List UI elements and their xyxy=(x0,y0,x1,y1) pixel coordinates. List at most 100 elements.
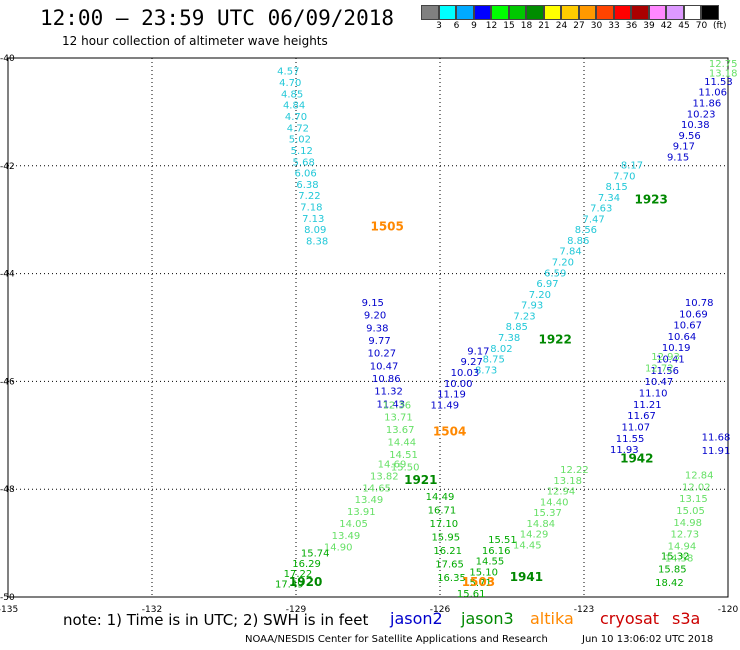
swh-value-label: 14.44 xyxy=(388,438,417,449)
swh-value-label: 10.27 xyxy=(368,349,397,360)
swh-value-label: 7.70 xyxy=(613,171,635,182)
swh-value-label: 8.17 xyxy=(621,160,643,171)
pass-number-label: 1921 xyxy=(404,473,437,487)
latitude-tick-label: -50 xyxy=(0,593,15,603)
swh-value-label: 17.49 xyxy=(275,579,304,590)
swh-value-label: 15.74 xyxy=(301,549,330,560)
legend-swatch xyxy=(578,5,596,20)
swh-value-label: 12.72 xyxy=(645,364,674,375)
satellite-legend-cryosat: cryosat xyxy=(600,609,660,628)
legend-swatch xyxy=(613,5,631,20)
legend-swatch xyxy=(683,5,701,20)
swh-value-label: 12.93 xyxy=(651,352,680,363)
swh-value-label: 7.84 xyxy=(559,247,581,258)
swh-value-label: 11.10 xyxy=(639,388,668,399)
swh-value-label: 7.93 xyxy=(521,301,543,312)
swh-value-label: 5.12 xyxy=(291,146,313,157)
swh-value-label: 12.84 xyxy=(685,470,714,481)
swh-value-label: 13.15 xyxy=(679,494,708,505)
swh-value-label: 11.56 xyxy=(650,366,679,377)
legend-swatch xyxy=(508,5,526,20)
swh-value-label: 10.38 xyxy=(681,120,710,131)
swh-value-label: 8.38 xyxy=(306,236,328,247)
swh-value-label: 10.86 xyxy=(372,374,401,385)
swh-value-label: 14.40 xyxy=(540,497,569,508)
swh-value-label: 13.18 xyxy=(553,476,582,487)
swh-value-label: 10.47 xyxy=(645,377,674,388)
legend-tick-label: 27 xyxy=(573,21,585,31)
swh-value-label: 8.02 xyxy=(490,344,512,355)
latitude-tick-label: -48 xyxy=(0,485,15,495)
swh-value-label: 17.65 xyxy=(435,559,464,570)
swh-value-label: 7.13 xyxy=(302,214,324,225)
swh-value-label: 6.06 xyxy=(294,169,316,180)
swh-value-label: 9.15 xyxy=(667,152,689,163)
swh-value-label: 10.23 xyxy=(687,109,716,120)
legend-tick-label: 18 xyxy=(520,21,533,31)
swh-value-label: 8.15 xyxy=(606,182,628,193)
legend-tick-label: 70 xyxy=(695,21,708,31)
swh-value-label: 14.58 xyxy=(665,553,694,564)
swh-value-label: 10.41 xyxy=(656,355,685,366)
swh-value-label: 10.03 xyxy=(451,368,480,379)
units-note: note: 1) Time is in UTC; 2) SWH is in fe… xyxy=(63,611,369,629)
pass-number-label: 1923 xyxy=(634,193,667,207)
swh-value-label: 7.38 xyxy=(498,333,520,344)
longitude-tick-label: -126 xyxy=(430,605,451,615)
legend-swatch xyxy=(701,5,719,20)
swh-value-label: 15.51 xyxy=(488,535,517,546)
swh-value-label: 15.05 xyxy=(676,506,705,517)
swh-value-label: 11.19 xyxy=(437,390,466,401)
legend-tick-label: 39 xyxy=(643,21,655,31)
satellite-legend-altika: altika xyxy=(530,609,574,628)
swh-value-label: 11.07 xyxy=(622,422,651,433)
satellite-legend-s3a: s3a xyxy=(672,609,701,628)
swh-value-label: 14.69 xyxy=(378,460,407,471)
swh-value-label: 12.75 xyxy=(709,59,738,70)
legend-tick-label: 30 xyxy=(590,21,603,31)
legend-unit-label: (ft) xyxy=(713,21,727,31)
swh-value-label: 9.17 xyxy=(467,346,489,357)
legend-tick-label: 45 xyxy=(678,21,690,31)
legend-swatch xyxy=(456,5,474,20)
swh-value-label: 11.68 xyxy=(702,433,731,444)
swh-value-label: 15.95 xyxy=(431,532,460,543)
satellite-legend-jason2: jason2 xyxy=(390,609,443,628)
swh-value-label: 8.09 xyxy=(304,225,326,236)
legend-swatch xyxy=(438,5,456,20)
swh-value-label: 7.63 xyxy=(590,204,612,215)
swh-value-label: 16.29 xyxy=(292,559,321,570)
swh-value-label: 11.06 xyxy=(698,88,727,99)
swh-value-label: 17.22 xyxy=(284,569,313,580)
swh-value-label: 14.90 xyxy=(324,543,353,554)
swh-value-label: 14.51 xyxy=(389,450,418,461)
swh-value-label: 8.85 xyxy=(506,322,528,333)
swh-value-label: 14.94 xyxy=(668,542,697,553)
legend-tick-label: 33 xyxy=(608,21,620,31)
swh-value-label: 9.77 xyxy=(368,336,390,347)
latitude-tick-label: -44 xyxy=(0,270,15,280)
longitude-tick-label: -132 xyxy=(142,605,162,615)
swh-value-label: 5.02 xyxy=(289,135,311,146)
swh-value-label: 9.15 xyxy=(362,298,384,309)
satellite-legend-jason3: jason3 xyxy=(461,609,514,628)
swh-value-label: 16.16 xyxy=(482,546,511,557)
swh-value-label: 15.71 xyxy=(463,578,492,589)
swh-value-label: 16.71 xyxy=(428,505,457,516)
swh-value-label: 7.34 xyxy=(598,193,620,204)
swh-value-label: 6.59 xyxy=(544,268,566,279)
swh-value-label: 8.75 xyxy=(483,355,505,366)
swh-value-label: 11.93 xyxy=(610,445,639,456)
swh-value-label: 12.02 xyxy=(682,482,711,493)
figure-subtitle: 12 hour collection of altimeter wave hei… xyxy=(62,34,328,48)
swh-value-label: 4.85 xyxy=(281,89,303,100)
swh-value-label: 11.49 xyxy=(430,400,459,411)
swh-value-label: 10.19 xyxy=(662,343,691,354)
swh-value-label: 13.49 xyxy=(355,495,384,506)
swh-value-label: 16.21 xyxy=(433,546,462,557)
latitude-tick-label: -40 xyxy=(0,54,15,64)
legend-tick-label: 3 xyxy=(436,21,442,31)
pass-number-label: 1922 xyxy=(538,333,571,347)
